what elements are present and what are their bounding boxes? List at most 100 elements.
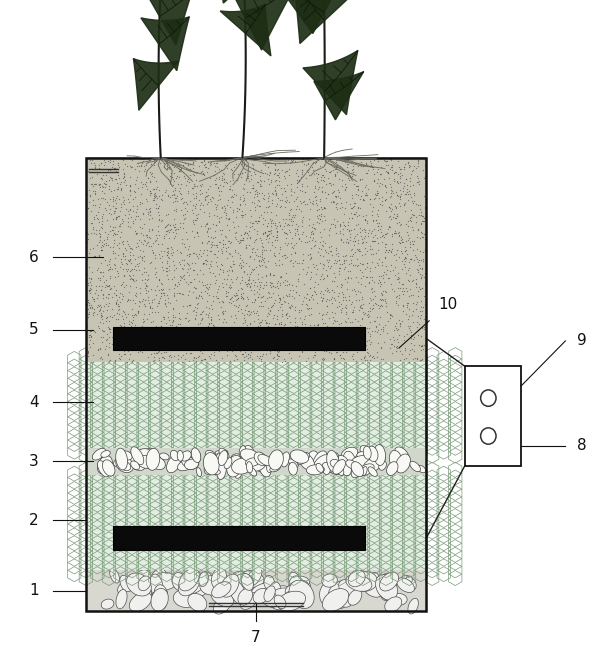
Point: [237, 272, 247, 282]
Point: [131, 275, 141, 285]
Point: [333, 191, 343, 201]
Point: [393, 228, 403, 239]
Point: [405, 186, 414, 196]
Ellipse shape: [363, 446, 371, 459]
Point: [194, 350, 204, 361]
Point: [379, 353, 388, 364]
Point: [342, 237, 351, 247]
Point: [254, 177, 263, 188]
Point: [231, 273, 241, 284]
Point: [102, 280, 111, 290]
Point: [217, 259, 226, 269]
Point: [198, 168, 207, 179]
Point: [236, 200, 245, 210]
Point: [155, 293, 165, 304]
Point: [197, 355, 206, 365]
Point: [390, 168, 399, 178]
Point: [304, 352, 313, 362]
Point: [98, 289, 107, 299]
Point: [378, 322, 388, 332]
Point: [400, 206, 410, 216]
Point: [127, 274, 136, 284]
Point: [128, 244, 137, 254]
Point: [322, 166, 332, 176]
Point: [417, 232, 427, 242]
Point: [210, 174, 220, 184]
Point: [414, 255, 424, 265]
Point: [94, 163, 104, 173]
Point: [385, 334, 395, 344]
Ellipse shape: [231, 574, 253, 593]
Point: [200, 286, 210, 297]
Point: [169, 190, 179, 200]
Point: [98, 213, 107, 223]
Point: [377, 288, 386, 298]
Ellipse shape: [188, 593, 207, 611]
Point: [130, 319, 140, 330]
Ellipse shape: [122, 451, 132, 460]
Point: [185, 196, 195, 206]
Point: [220, 314, 229, 324]
Point: [253, 215, 262, 226]
Point: [339, 289, 348, 299]
Ellipse shape: [362, 578, 383, 597]
Point: [95, 182, 105, 192]
Ellipse shape: [214, 593, 233, 614]
Ellipse shape: [213, 457, 220, 464]
Point: [150, 193, 159, 203]
Point: [324, 248, 333, 259]
Point: [141, 280, 151, 290]
Point: [131, 175, 140, 185]
Point: [140, 299, 149, 310]
Point: [262, 231, 272, 241]
Point: [151, 272, 160, 282]
Point: [83, 203, 93, 213]
Point: [375, 312, 385, 322]
Point: [259, 255, 268, 266]
Point: [114, 226, 123, 236]
Point: [137, 158, 147, 168]
Ellipse shape: [119, 461, 131, 471]
Point: [155, 201, 164, 211]
Point: [262, 221, 272, 232]
Point: [198, 258, 208, 268]
Point: [151, 331, 160, 341]
Point: [288, 284, 298, 295]
Point: [398, 349, 407, 359]
Point: [118, 250, 128, 261]
Point: [287, 322, 296, 332]
Point: [247, 328, 257, 339]
Point: [140, 295, 150, 305]
Point: [246, 306, 256, 317]
Point: [131, 288, 141, 299]
Point: [253, 274, 263, 284]
Point: [311, 192, 320, 202]
Point: [127, 212, 136, 222]
Point: [239, 349, 248, 359]
Point: [185, 270, 194, 281]
Point: [266, 306, 275, 317]
Point: [245, 282, 255, 292]
Point: [282, 252, 292, 263]
Point: [320, 203, 329, 213]
Point: [220, 159, 230, 170]
Point: [127, 317, 136, 328]
Point: [204, 303, 213, 313]
Point: [124, 286, 134, 297]
Point: [86, 179, 96, 190]
Point: [329, 187, 338, 197]
Point: [130, 179, 140, 189]
Point: [260, 279, 269, 290]
Point: [154, 185, 163, 195]
Point: [191, 188, 201, 198]
Point: [149, 248, 158, 258]
Point: [202, 295, 212, 306]
Point: [286, 157, 295, 168]
Point: [373, 338, 382, 348]
Point: [105, 175, 114, 185]
Ellipse shape: [385, 597, 402, 612]
Ellipse shape: [177, 450, 184, 461]
Point: [416, 269, 425, 279]
Point: [313, 183, 323, 194]
Point: [263, 308, 273, 318]
